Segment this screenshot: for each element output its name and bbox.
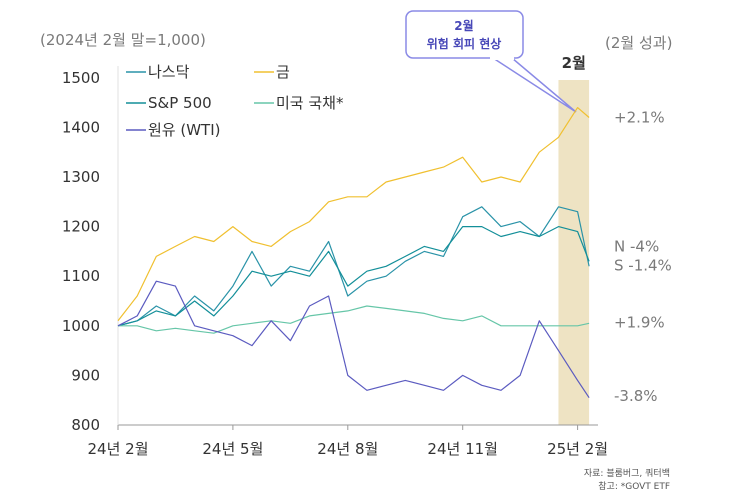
y-tick-label-1: 900 <box>71 366 100 384</box>
end-labels: +2.1% N -4%S -1.4% +1.9% -3.8% <box>614 108 672 405</box>
series-line-2 <box>117 226 590 327</box>
end-label-3: +1.9% <box>614 313 665 331</box>
y-tick-label-2: 1000 <box>62 317 100 335</box>
end-label-0: +2.1% <box>614 108 665 126</box>
end-label-4: -3.8% <box>614 387 658 405</box>
y-axis: 800 900 1000 1100 1200 1300 1400 1500 <box>62 69 100 434</box>
legend-label-1: 금 <box>276 63 290 81</box>
callout-box <box>405 10 524 59</box>
source-line1: 자료: 블룸버그, 쿼터백 <box>584 468 670 479</box>
x-tick-label-2: 24년 8월 <box>317 440 378 458</box>
y-tick-label-7: 1500 <box>62 69 100 87</box>
end-label-2: S -1.4% <box>614 256 672 274</box>
series-line-0 <box>117 206 590 327</box>
callout-line1: 2월 <box>454 18 473 33</box>
highlight-label: 2월 <box>562 54 586 72</box>
legend-label-4: 원유 (WTI) <box>148 121 221 139</box>
source-line2: 참고: *GOVT ETF <box>598 481 670 492</box>
y-tick-label-4: 1200 <box>62 218 100 236</box>
x-tick-label-1: 24년 5월 <box>202 440 263 458</box>
y-tick-label-6: 1400 <box>62 118 100 136</box>
callout: 2월 위험 회피 현상 <box>405 10 577 113</box>
y-tick-label-5: 1300 <box>62 168 100 186</box>
legend-label-0: 나스닥 <box>148 63 190 81</box>
callout-line2: 위험 회피 현상 <box>427 36 502 51</box>
series-line-1 <box>117 106 590 322</box>
right-header: (2월 성과) <box>605 34 672 52</box>
x-tick-label-0: 24년 2월 <box>88 440 149 458</box>
legend: 나스닥 금 S&P 500 미국 국채* 원유 (WTI) <box>126 63 344 139</box>
series-line-3 <box>118 305 590 334</box>
highlight-band <box>558 80 590 425</box>
y-tick-label-3: 1100 <box>62 267 100 285</box>
series-line-4 <box>117 280 590 399</box>
legend-label-2: S&P 500 <box>148 94 212 112</box>
x-tick-label-4: 25년 2월 <box>547 440 608 458</box>
y-tick-label-0: 800 <box>71 416 100 434</box>
x-tick-label-3: 24년 11월 <box>427 440 498 458</box>
y-axis-note: (2024년 2월 말=1,000) <box>40 31 206 49</box>
x-axis: 24년 2월 24년 5월 24년 8월 24년 11월 25년 2월 <box>88 425 608 458</box>
end-label-1: N -4% <box>614 237 659 255</box>
series-lines <box>117 106 590 399</box>
legend-label-3: 미국 국채* <box>276 94 344 112</box>
